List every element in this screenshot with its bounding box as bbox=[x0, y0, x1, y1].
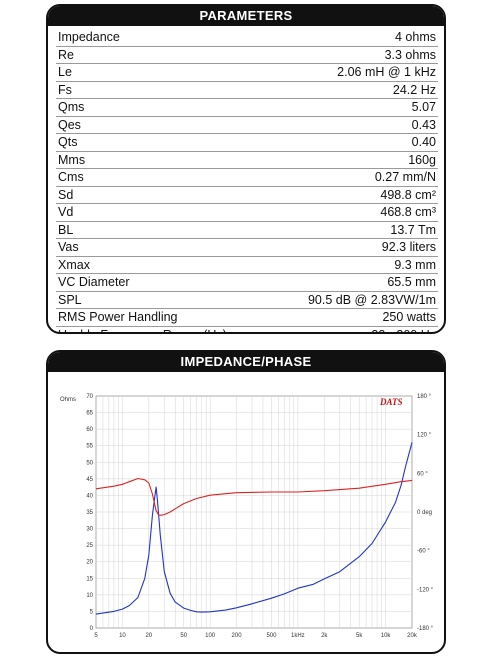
param-value: 90.5 dB @ 2.83VW/1m bbox=[307, 292, 436, 307]
ohms-unit-label: Ohms bbox=[60, 397, 76, 403]
param-label: Qts bbox=[58, 135, 78, 150]
x-tick-label: 5 bbox=[94, 633, 98, 639]
param-value: 160g bbox=[408, 152, 436, 167]
param-label: Le bbox=[58, 65, 72, 80]
y-left-tick-label: 55 bbox=[86, 444, 93, 450]
x-tick-label: 5k bbox=[356, 633, 363, 639]
y-right-tick-label: -180 ° bbox=[417, 626, 434, 632]
param-label: Sd bbox=[58, 187, 74, 202]
x-tick-label: 500 bbox=[266, 633, 277, 639]
param-label: Impedance bbox=[58, 30, 120, 45]
y-left-tick-label: 70 bbox=[86, 394, 93, 400]
y-right-tick-label: 0 deg bbox=[417, 510, 432, 516]
param-row: Qms 5.07 bbox=[56, 99, 438, 117]
param-label: Usable Frequency Range (Hz) bbox=[56, 328, 227, 332]
param-value: 468.8 cm³ bbox=[380, 205, 436, 220]
param-value: 0.40 bbox=[411, 135, 436, 150]
param-row: Vd 468.8 cm³ bbox=[56, 204, 438, 222]
y-left-tick-label: 40 bbox=[86, 493, 93, 499]
param-row: VC Diameter 65.5 mm bbox=[56, 274, 438, 292]
param-value: 9.3 mm bbox=[394, 257, 436, 272]
y-left-tick-label: 5 bbox=[90, 609, 94, 615]
dats-brand-logo: DATS bbox=[379, 397, 403, 407]
param-row: Usable Frequency Range (Hz) 23 - 200 Hz bbox=[56, 327, 438, 332]
y-left-tick-label: 35 bbox=[86, 510, 93, 516]
y-left-tick-label: 25 bbox=[86, 543, 93, 549]
chart-title: IMPEDANCE/PHASE bbox=[48, 352, 444, 372]
x-tick-label: 50 bbox=[180, 633, 187, 639]
param-row: BL 13.7 Tm bbox=[56, 222, 438, 239]
y-left-tick-label: 20 bbox=[86, 560, 93, 566]
param-label: Qms bbox=[58, 100, 85, 115]
y-left-tick-label: 15 bbox=[86, 576, 93, 582]
y-left-tick-label: 60 bbox=[86, 427, 93, 433]
y-right-tick-label: 180 ° bbox=[417, 394, 432, 400]
y-left-tick-label: 30 bbox=[86, 527, 93, 533]
param-row: Le 2.06 mH @ 1 kHz bbox=[56, 64, 438, 82]
param-label: RMS Power Handling bbox=[58, 310, 178, 325]
param-value: 4 ohms bbox=[395, 30, 436, 45]
impedance-line bbox=[95, 442, 413, 615]
param-row: Vas 92.3 liters bbox=[56, 239, 438, 257]
param-value: 13.7 Tm bbox=[390, 222, 436, 237]
param-row: Qes 0.43 bbox=[56, 117, 438, 134]
param-label: Re bbox=[58, 47, 74, 62]
param-row: Sd 498.8 cm² bbox=[56, 187, 438, 204]
param-label: Mms bbox=[58, 152, 86, 167]
parameters-table: Impedance 4 ohms Re 3.3 ohms Le 2.06 mH @ 1 k… bbox=[48, 26, 444, 332]
param-label: Vas bbox=[58, 240, 79, 255]
param-label: Cms bbox=[58, 170, 84, 185]
x-tick-label: 10 bbox=[119, 633, 126, 639]
y-right-tick-label: 60 ° bbox=[417, 471, 428, 477]
param-row: Xmax 9.3 mm bbox=[56, 257, 438, 274]
param-value: 24.2 Hz bbox=[392, 82, 436, 97]
param-value: 5.07 bbox=[411, 100, 436, 115]
y-left-tick-label: 0 bbox=[90, 626, 94, 632]
x-tick-label: 20k bbox=[407, 633, 418, 639]
y-left-tick-label: 65 bbox=[86, 411, 93, 417]
y-right-tick-label: 120 ° bbox=[417, 433, 432, 439]
param-value: 250 watts bbox=[382, 310, 436, 325]
x-tick-label: 1kHz bbox=[291, 633, 305, 639]
x-tick-label: 200 bbox=[232, 633, 243, 639]
param-label: Qes bbox=[58, 117, 81, 132]
param-row: SPL 90.5 dB @ 2.83VW/1m bbox=[56, 292, 438, 309]
param-value: 3.3 ohms bbox=[384, 47, 436, 62]
impedance-phase-panel: IMPEDANCE/PHASE 5 10 20 50 100 200 500 1kHz 2k 5k… bbox=[46, 350, 446, 654]
x-tick-label: 100 bbox=[205, 633, 216, 639]
parameters-title: PARAMETERS bbox=[48, 6, 444, 26]
param-value: 498.8 cm² bbox=[380, 187, 436, 202]
param-row: Qts 0.40 bbox=[56, 134, 438, 152]
impedance-phase-chart: 5 10 20 50 100 200 500 1kHz 2k 5k 10k 20k7065605550… bbox=[60, 394, 434, 639]
y-left-tick-label: 10 bbox=[86, 593, 93, 599]
parameters-panel: PARAMETERS Impedance 4 ohms Re 3.3 ohms Le 2.… bbox=[46, 4, 446, 334]
param-row: Fs 24.2 Hz bbox=[56, 82, 438, 99]
x-tick-label: 10k bbox=[381, 633, 392, 639]
param-value: 2.06 mH @ 1 kHz bbox=[337, 65, 436, 80]
y-right-tick-label: -60 ° bbox=[417, 549, 430, 555]
param-label: BL bbox=[58, 222, 74, 237]
param-row: Impedance 4 ohms bbox=[56, 29, 438, 47]
param-value: 65.5 mm bbox=[387, 275, 436, 290]
param-row: Mms 160g bbox=[56, 152, 438, 169]
x-tick-label: 2k bbox=[321, 633, 328, 639]
param-row: Re 3.3 ohms bbox=[56, 47, 438, 64]
param-label: Xmax bbox=[58, 257, 90, 272]
y-left-tick-label: 45 bbox=[86, 477, 93, 483]
param-label: VC Diameter bbox=[58, 275, 130, 290]
param-label: Vd bbox=[58, 205, 74, 220]
param-row: Cms 0.27 mm/N bbox=[56, 169, 438, 187]
param-value: 0.43 bbox=[411, 117, 436, 132]
param-row: RMS Power Handling 250 watts bbox=[56, 309, 438, 327]
y-right-tick-label: -120 ° bbox=[417, 587, 434, 593]
param-label: SPL bbox=[58, 292, 82, 307]
param-label: Fs bbox=[58, 82, 72, 97]
param-value: 0.27 mm/N bbox=[374, 170, 436, 185]
param-value: 92.3 liters bbox=[381, 240, 436, 255]
y-left-tick-label: 50 bbox=[86, 460, 93, 466]
x-tick-label: 20 bbox=[145, 633, 152, 639]
param-value: 23 - 200 Hz bbox=[371, 328, 438, 332]
phase-line bbox=[95, 477, 413, 516]
